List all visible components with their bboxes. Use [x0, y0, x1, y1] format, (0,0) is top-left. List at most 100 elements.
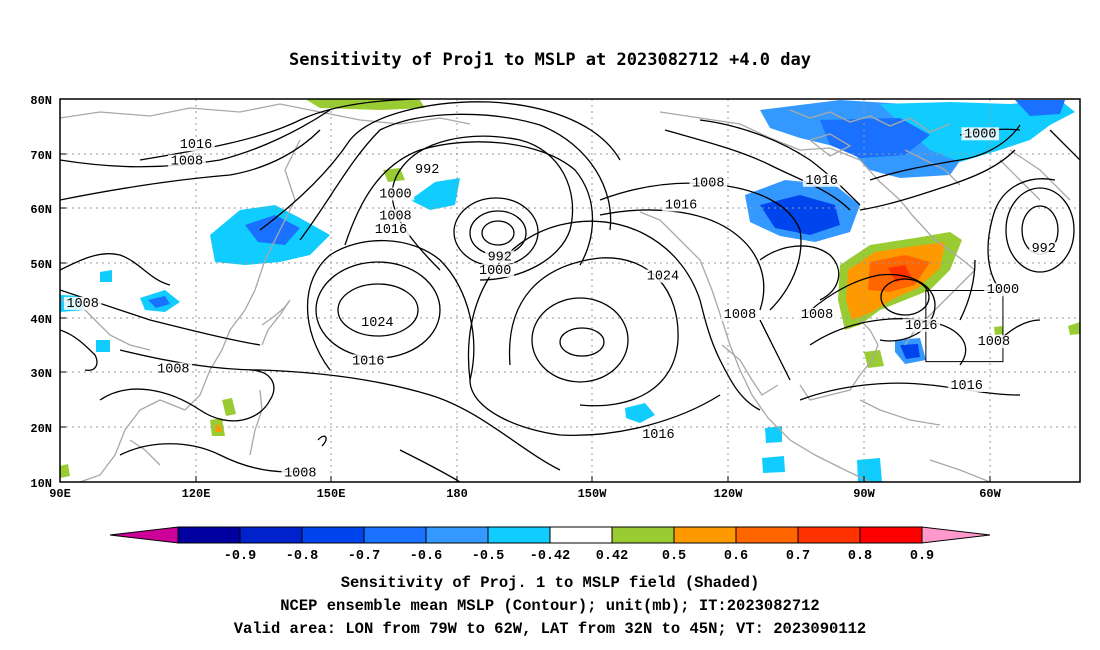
isobar-label-background: [376, 209, 415, 223]
lat-lon-grid: [60, 99, 1080, 482]
isobar-label: 1016: [352, 354, 384, 369]
lon-tick-label: 180: [446, 487, 468, 501]
colorbar-tick-label: 0.5: [662, 549, 686, 564]
caption-line-2: NCEP ensemble mean MSLP (Contour); unit(…: [280, 597, 820, 615]
isobar-label: 1000: [479, 264, 511, 279]
isobar-label-background: [689, 176, 728, 190]
isobar-label: 1016: [805, 174, 837, 189]
colorbar-tick-label: 0.9: [910, 549, 934, 564]
isobar-label: 1008: [157, 363, 189, 378]
isobar-label-background: [376, 187, 415, 201]
isobar-label: 1008: [284, 467, 316, 482]
isobar-label-background: [984, 283, 1022, 297]
isobar-label: 1016: [665, 198, 697, 213]
colorbar-tick-label: -0.7: [348, 549, 380, 564]
isobar-label-background: [177, 138, 215, 152]
lat-tick-label: 40N: [30, 313, 52, 327]
colorbar-box: [239, 526, 303, 544]
colorbar-tick-label: -0.42: [530, 549, 571, 564]
colorbar-tick-label: -0.8: [286, 549, 318, 564]
isobar-label-background: [644, 269, 682, 283]
isobar-label: 1016: [905, 319, 937, 334]
lon-tick-label: 120W: [714, 487, 744, 501]
colorbar-tick-label: 0.8: [848, 549, 872, 564]
isobar-label-background: [1029, 242, 1059, 256]
caption-line-1: Sensitivity of Proj. 1 to MSLP field (Sh…: [340, 574, 760, 592]
colorbar-box: [673, 526, 737, 544]
colorbar-tick-label: 0.42: [596, 549, 628, 564]
plot-frame: [59, 98, 1081, 483]
colorbar-box: [735, 526, 799, 544]
isobar-label: 1000: [379, 187, 411, 202]
isobar-label-background: [358, 316, 397, 330]
isobar-label-background: [63, 296, 102, 310]
isobar-label-background: [961, 127, 1000, 141]
colorbar-box: [363, 526, 427, 544]
isobar-labels: 1016100810001008101699299210001008101610…: [63, 127, 1059, 482]
colorbar-box: [611, 526, 675, 544]
page-title: Sensitivity of Proj1 to MSLP at 20230827…: [289, 50, 811, 70]
isobar-label: 1008: [978, 335, 1010, 350]
axis-ticks: [59, 98, 991, 483]
isobar-label: 1008: [66, 297, 98, 312]
lat-tick-label: 10N: [30, 477, 52, 491]
isobar-label: 992: [488, 250, 512, 265]
isobar-label: 1016: [642, 428, 674, 443]
isobar-label: 1016: [180, 138, 212, 153]
isobar-label: 1008: [379, 209, 411, 224]
isobar-label: 1000: [987, 283, 1019, 298]
colorbar-tick-label: 0.7: [786, 549, 810, 564]
isobar-label-background: [798, 307, 836, 321]
lat-tick-label: 20N: [30, 422, 52, 436]
colorbar-box: [301, 526, 365, 544]
isobar-label: 1008: [692, 177, 724, 192]
isobar-label: 992: [1032, 242, 1056, 257]
colorbar-box: [487, 526, 551, 544]
positive-sensitivity-patches: [60, 99, 1080, 478]
isobar-label: 1008: [171, 155, 203, 170]
isobar-label: 1024: [361, 316, 393, 331]
isobar-label-background: [802, 173, 841, 187]
colorbar-tick-labels: -0.9 -0.8 -0.7 -0.6 -0.5 -0.42 0.42 0.5 0.6 0.7 0.…: [224, 549, 934, 564]
colorbar-tick-label: -0.6: [410, 549, 442, 564]
colorbar-low-end: [109, 526, 179, 544]
colorbar-box: [425, 526, 489, 544]
lon-tick-label: 90W: [853, 487, 875, 501]
colorbar-boxes: [177, 526, 923, 544]
isobar-label-background: [349, 354, 388, 368]
lat-tick-label: 30N: [30, 367, 52, 381]
lat-tick-label: 50N: [30, 258, 52, 272]
colorbar-box: [549, 526, 613, 544]
isobar-label-background: [975, 335, 1013, 349]
isobar-label-background: [485, 250, 515, 264]
lon-tick-label: 120E: [182, 487, 211, 501]
colorbar-box: [177, 526, 241, 544]
isobar-label: 1008: [801, 308, 833, 323]
isobar-label-background: [281, 466, 320, 480]
isobar-label-background: [947, 378, 986, 392]
lon-tick-label: 150E: [317, 487, 346, 501]
lon-tick-label: 90E: [49, 487, 71, 501]
mslp-isobars: [60, 99, 1080, 482]
isobar-label-background: [662, 198, 700, 212]
isobar-label-background: [902, 318, 941, 332]
colorbar: -0.9 -0.8 -0.7 -0.6 -0.5 -0.42 0.42 0.5 0.6 0.7 0.…: [109, 526, 991, 564]
isobar-label: 992: [415, 163, 439, 178]
lon-tick-label: 150W: [578, 487, 608, 501]
longitude-axis-labels: 90E 120E 150E 180 150W 120W 90W 60W: [49, 487, 1001, 501]
lon-tick-label: 60W: [979, 487, 1001, 501]
lat-tick-label: 80N: [30, 94, 52, 108]
isobar-label: 1000: [964, 127, 996, 142]
isobar-label-background: [639, 428, 678, 442]
isobar-label-background: [168, 154, 206, 168]
isobar-label-background: [372, 223, 410, 237]
isobar-label-background: [412, 162, 442, 176]
isobar-label: 1008: [724, 308, 756, 323]
colorbar-tick-label: 0.6: [724, 549, 748, 564]
lat-tick-label: 60N: [30, 203, 52, 217]
latitude-axis-labels: 80N 70N 60N 50N 40N 30N 20N 10N: [30, 94, 52, 491]
isobar-label-background: [721, 307, 759, 321]
isobar-label-background: [476, 264, 514, 278]
coastlines: [60, 103, 1071, 482]
